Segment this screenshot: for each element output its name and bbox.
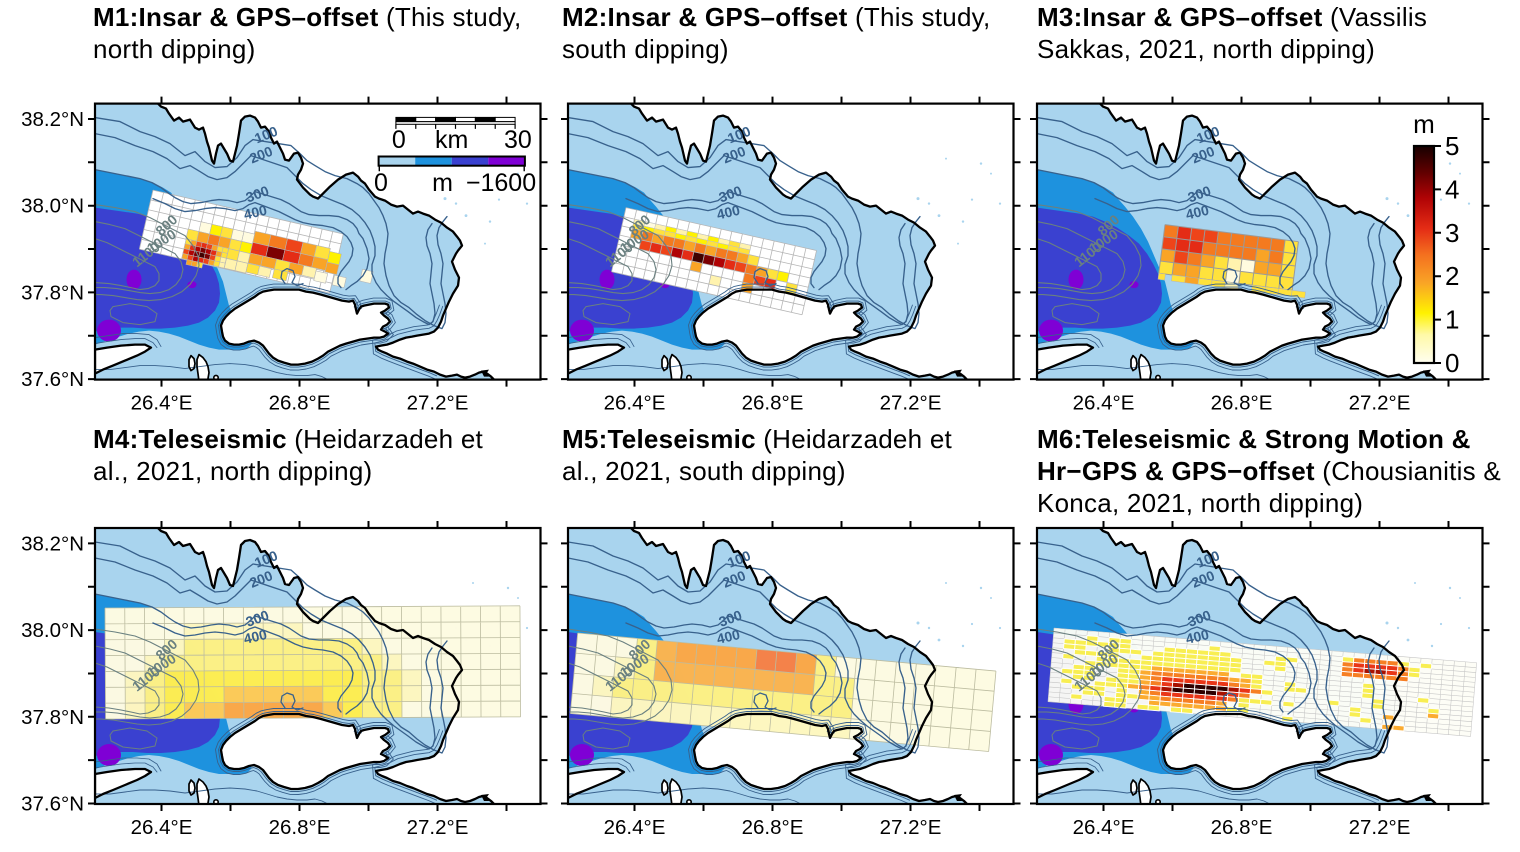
svg-text:26.4°E: 26.4°E bbox=[1073, 816, 1135, 839]
svg-text:26.8°E: 26.8°E bbox=[742, 816, 804, 839]
svg-text:300: 300 bbox=[717, 607, 745, 630]
svg-text:2: 2 bbox=[1445, 261, 1459, 291]
svg-text:38.0°N: 38.0°N bbox=[21, 195, 84, 218]
svg-text:5: 5 bbox=[1445, 131, 1459, 161]
svg-text:27.2°E: 27.2°E bbox=[880, 392, 942, 415]
svg-text:37.6°N: 37.6°N bbox=[21, 793, 84, 816]
svg-text:26.8°E: 26.8°E bbox=[1211, 392, 1273, 415]
svg-text:400: 400 bbox=[1184, 202, 1211, 223]
svg-text:300: 300 bbox=[717, 182, 745, 205]
svg-text:26.8°E: 26.8°E bbox=[1211, 816, 1273, 839]
svg-text:27.2°E: 27.2°E bbox=[1349, 392, 1411, 415]
svg-text:26.4°E: 26.4°E bbox=[131, 392, 193, 415]
svg-text:27.2°E: 27.2°E bbox=[880, 816, 942, 839]
svg-text:300: 300 bbox=[1186, 607, 1214, 630]
svg-text:300: 300 bbox=[244, 182, 272, 205]
svg-text:400: 400 bbox=[715, 202, 742, 223]
svg-text:26.4°E: 26.4°E bbox=[604, 392, 666, 415]
svg-text:m: m bbox=[432, 169, 453, 197]
svg-text:0: 0 bbox=[392, 126, 406, 154]
svg-text:0: 0 bbox=[1445, 348, 1459, 378]
svg-text:300: 300 bbox=[244, 607, 272, 630]
svg-text:26.8°E: 26.8°E bbox=[742, 392, 804, 415]
svg-text:30: 30 bbox=[504, 126, 532, 154]
svg-text:3: 3 bbox=[1445, 218, 1459, 248]
svg-text:26.4°E: 26.4°E bbox=[131, 816, 193, 839]
svg-text:400: 400 bbox=[715, 626, 742, 647]
svg-text:300: 300 bbox=[1186, 182, 1214, 205]
svg-text:37.8°N: 37.8°N bbox=[21, 281, 84, 304]
svg-text:−1600: −1600 bbox=[466, 169, 536, 197]
svg-text:400: 400 bbox=[1184, 626, 1211, 647]
svg-text:400: 400 bbox=[242, 202, 269, 223]
svg-text:27.2°E: 27.2°E bbox=[407, 816, 469, 839]
svg-text:400: 400 bbox=[242, 626, 269, 647]
svg-text:37.8°N: 37.8°N bbox=[21, 706, 84, 729]
svg-text:0: 0 bbox=[374, 169, 388, 197]
svg-text:26.8°E: 26.8°E bbox=[269, 816, 331, 839]
svg-text:m: m bbox=[1413, 109, 1435, 139]
svg-text:38.2°N: 38.2°N bbox=[21, 532, 84, 555]
svg-text:4: 4 bbox=[1445, 174, 1459, 204]
svg-text:26.4°E: 26.4°E bbox=[604, 816, 666, 839]
svg-text:26.8°E: 26.8°E bbox=[269, 392, 331, 415]
svg-text:27.2°E: 27.2°E bbox=[407, 392, 469, 415]
svg-text:37.6°N: 37.6°N bbox=[21, 368, 84, 391]
svg-text:38.0°N: 38.0°N bbox=[21, 619, 84, 642]
svg-text:1: 1 bbox=[1445, 305, 1459, 335]
svg-text:26.4°E: 26.4°E bbox=[1073, 392, 1135, 415]
svg-text:27.2°E: 27.2°E bbox=[1349, 816, 1411, 839]
svg-text:38.2°N: 38.2°N bbox=[21, 108, 84, 131]
svg-text:km: km bbox=[435, 126, 468, 154]
